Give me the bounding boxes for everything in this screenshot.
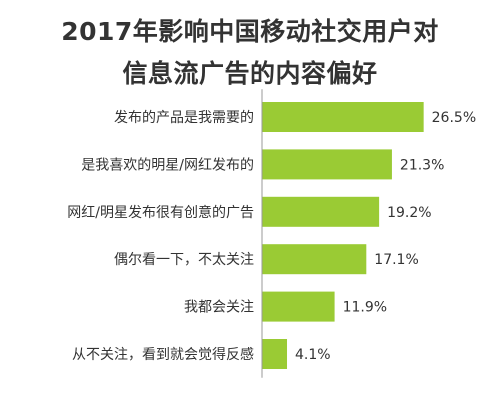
category-label-5: 我都会关注: [184, 300, 254, 316]
bar-6: [262, 339, 288, 369]
category-label-1: 发布的产品是我需要的: [114, 110, 254, 126]
value-label-1: 26.5%: [432, 110, 476, 126]
chart-title-line-1: 2017年影响中国移动社交用户对: [61, 17, 439, 46]
value-label-3: 19.2%: [387, 205, 431, 221]
labels-layer: 发布的产品是我需要的 26.5% 是我喜欢的明星/网红发布的 21.3% 网红/明星发布…: [67, 110, 476, 363]
category-label-4: 偶尔看一下，不太关注: [114, 252, 254, 268]
chart-title-line-2: 信息流广告的内容偏好: [122, 59, 378, 88]
value-label-6: 4.1%: [295, 347, 331, 363]
category-label-2: 是我喜欢的明星/网红发布的: [81, 157, 254, 173]
bar-3: [262, 196, 380, 227]
bar-1: [262, 102, 424, 132]
value-label-2: 21.3%: [400, 157, 444, 173]
bar-2: [262, 149, 392, 180]
bars-layer: [262, 102, 424, 369]
category-label-3: 网红/明星发布很有创意的广告: [67, 204, 254, 221]
bar-5: [262, 291, 335, 322]
value-label-4: 17.1%: [374, 252, 418, 268]
value-label-5: 11.9%: [343, 300, 387, 316]
category-label-6: 从不关注，看到就会觉得反感: [72, 346, 254, 363]
bar-4: [262, 244, 367, 275]
